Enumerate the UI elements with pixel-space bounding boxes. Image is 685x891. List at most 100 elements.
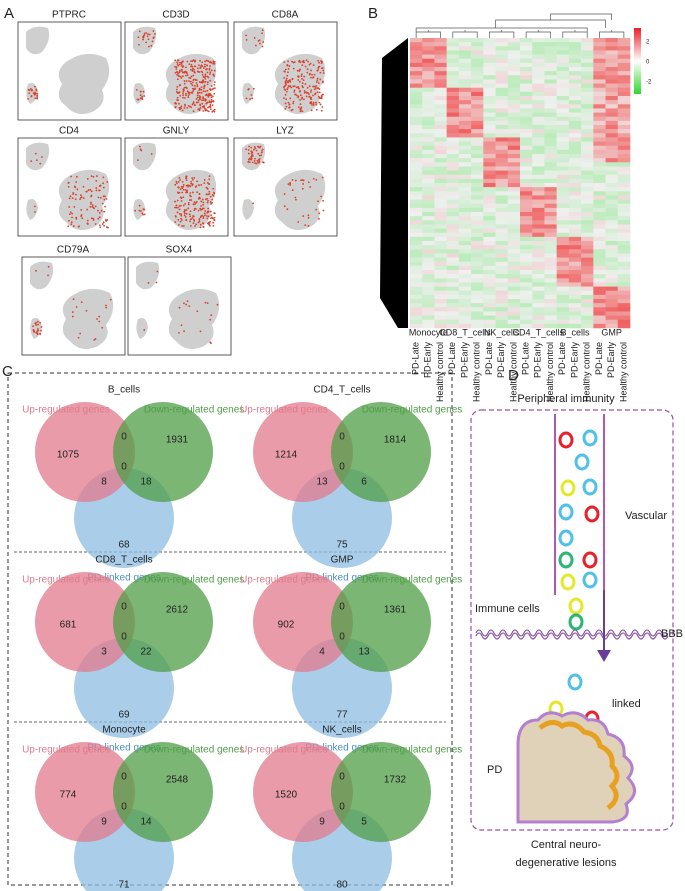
heat-cell xyxy=(532,199,545,205)
expr-dot xyxy=(248,145,251,148)
heat-cell xyxy=(422,207,435,213)
heat-cell xyxy=(495,249,509,254)
expr-dot xyxy=(174,183,177,186)
expr-dot xyxy=(287,85,290,87)
expr-dot xyxy=(82,185,85,188)
expr-dot xyxy=(209,195,212,198)
heat-cell xyxy=(593,174,606,180)
expr-dot xyxy=(184,203,187,205)
heat-cell xyxy=(410,125,423,130)
expr-dot xyxy=(297,79,300,81)
heat-cell xyxy=(593,83,606,89)
heat-cell xyxy=(617,50,631,55)
expr-dot xyxy=(190,106,192,109)
heat-cell xyxy=(507,236,521,242)
heat-cell xyxy=(605,38,619,43)
heat-cell xyxy=(422,170,435,176)
heat-cell xyxy=(568,278,582,283)
heat-cell xyxy=(544,149,557,155)
expr-dot xyxy=(190,182,193,185)
heat-cell xyxy=(422,311,435,316)
heat-cell xyxy=(568,170,582,176)
heat-cell xyxy=(593,220,606,225)
expr-dot xyxy=(286,208,289,211)
heat-cell xyxy=(605,245,619,250)
heat-cell xyxy=(593,141,606,147)
expr-dot xyxy=(209,93,212,96)
heat-cell xyxy=(495,191,509,196)
heat-cell xyxy=(556,54,570,60)
heat-cell xyxy=(483,133,496,138)
expr-dot xyxy=(249,98,252,100)
expr-dot xyxy=(287,68,290,70)
condition: Healthy control xyxy=(618,342,628,402)
heat-cell xyxy=(532,183,545,188)
heat-cell xyxy=(532,91,545,97)
heat-cell xyxy=(605,228,619,234)
heat-cell xyxy=(581,323,594,329)
expr-dot xyxy=(140,90,142,93)
heat-cell xyxy=(507,100,521,105)
expr-dot xyxy=(295,198,297,201)
heat-cell xyxy=(434,141,447,147)
heat-cell xyxy=(593,75,606,80)
immune-cell xyxy=(584,505,600,523)
heat-cell xyxy=(520,220,533,225)
heat-cell xyxy=(434,71,447,76)
set-label: Up-regulated genes xyxy=(22,575,110,586)
heat-cell xyxy=(568,71,582,76)
heat-cell xyxy=(422,270,435,275)
expr-dot xyxy=(308,93,310,95)
heat-cell xyxy=(458,83,472,89)
expr-dot xyxy=(181,187,184,190)
heat-cell xyxy=(495,120,509,126)
heat-cell xyxy=(507,203,521,209)
heat-cell xyxy=(556,158,570,163)
expr-dot xyxy=(320,109,323,112)
expr-dot xyxy=(186,90,189,93)
heat-cell xyxy=(532,83,545,89)
heat-cell xyxy=(495,220,509,225)
expr-dot xyxy=(190,224,192,227)
heat-cell xyxy=(434,38,447,43)
heat-cell xyxy=(605,319,619,325)
heat-cell xyxy=(446,133,460,138)
expr-dot xyxy=(186,74,189,76)
expr-dot xyxy=(292,85,295,88)
heat-cell xyxy=(434,274,447,279)
heat-cell xyxy=(471,187,484,192)
heat-cell xyxy=(568,133,582,138)
heat-cell xyxy=(483,178,496,184)
heat-cell xyxy=(507,75,521,80)
heat-cell xyxy=(605,162,619,167)
expr-dot xyxy=(248,88,250,90)
heat-cell xyxy=(434,245,447,250)
heat-cell xyxy=(458,62,472,68)
heat-cell xyxy=(593,241,606,246)
expr-dot xyxy=(245,39,248,41)
expr-dot xyxy=(180,324,183,327)
expr-dot xyxy=(207,211,210,214)
heat-cell xyxy=(568,149,582,155)
heat-cell xyxy=(581,108,594,113)
heat-cell xyxy=(495,162,509,167)
region-count: 77 xyxy=(336,710,348,721)
heat-cell xyxy=(458,100,472,105)
heat-cell xyxy=(410,100,423,105)
heat-cell xyxy=(556,75,570,80)
heat-cell xyxy=(568,91,582,97)
heat-cell xyxy=(483,58,496,64)
heat-cell xyxy=(556,104,570,109)
heat-cell xyxy=(568,50,582,55)
heat-cell xyxy=(507,137,521,142)
heat-cell xyxy=(483,158,496,163)
heat-cell xyxy=(544,54,557,60)
expr-dot xyxy=(174,102,177,104)
immune-cell xyxy=(568,597,584,615)
cortex xyxy=(538,720,620,811)
heat-cell xyxy=(471,178,484,184)
heat-cell xyxy=(520,158,533,163)
heat-cell xyxy=(471,311,484,316)
expr-dot xyxy=(210,108,212,111)
set-label: PD-linked genes xyxy=(305,743,378,754)
